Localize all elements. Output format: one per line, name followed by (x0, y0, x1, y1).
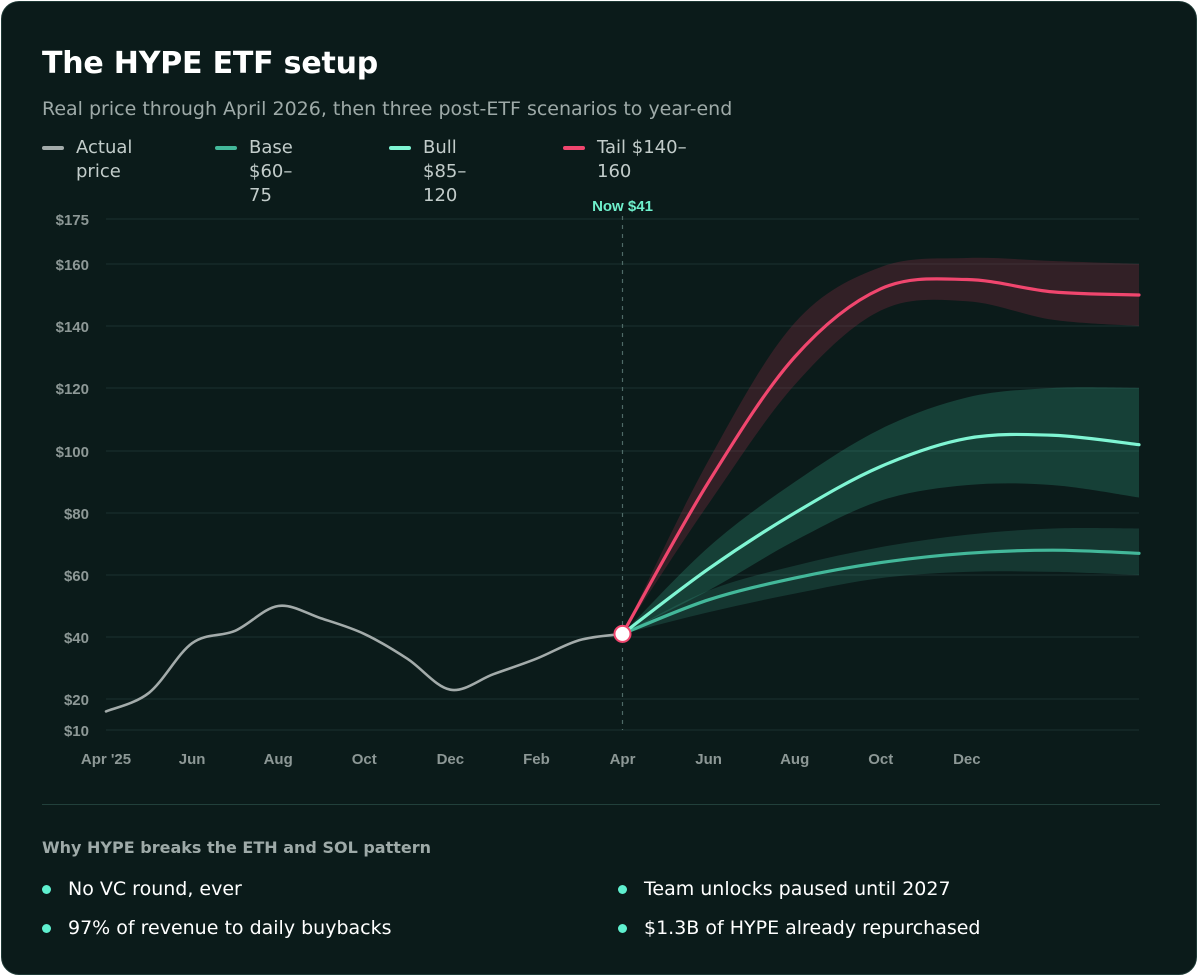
x-tick-label: Oct (352, 751, 377, 768)
legend-label-base: Base $60–75 (249, 137, 293, 206)
legend-item-base: Base $60–75 (215, 136, 293, 208)
scenario-band (622, 387, 1139, 634)
y-tick-label: $40 (64, 630, 89, 647)
legend-swatch-bull (389, 146, 411, 150)
legend-item-tail: Tail $140–160 (563, 136, 717, 184)
reason-text: Team unlocks paused until 2027 (644, 878, 951, 900)
scenario-band (622, 257, 1139, 634)
tail-line (620, 277, 1141, 636)
actual-price-line (104, 604, 624, 713)
why-title: Why HYPE breaks the ETH and SOL pattern (42, 838, 432, 857)
y-tick-label: $80 (64, 506, 89, 523)
y-tick-label: $60 (64, 568, 89, 585)
chart-title: The HYPE ETF setup (42, 46, 379, 81)
section-divider (42, 804, 1160, 805)
scenario-band (622, 528, 1139, 634)
legend-item-actual: Actual price (42, 136, 132, 184)
legend-item-bull: Bull $85–120 (389, 136, 466, 208)
x-tick-label: Jun (179, 751, 206, 768)
legend-label-actual: Actual price (76, 137, 133, 182)
y-tick-label: $100 (56, 444, 89, 461)
x-tick-label: Jun (695, 751, 722, 768)
reason-item: 97% of revenue to daily buybacks (42, 917, 392, 939)
bullet-dot-icon (618, 923, 627, 933)
base-line (620, 548, 1141, 636)
bullet-dot-icon (42, 884, 51, 894)
bullet-dot-icon (42, 923, 51, 933)
price-chart: $10 $20 $40 $60 $80 $100 $120 $140 $160 $175 Apr '… (56, 198, 1141, 768)
reason-item: $1.3B of HYPE already repurchased (618, 917, 980, 939)
y-tick-label: $140 (56, 319, 89, 336)
chart-subtitle: Real price through April 2026, then thre… (42, 98, 733, 120)
bullet-dot-icon (618, 884, 627, 894)
reason-item: No VC round, ever (42, 878, 242, 900)
x-tick-label: Dec (953, 751, 981, 768)
y-tick-label: $160 (56, 257, 89, 274)
y-tick-label: $10 (64, 723, 89, 740)
legend-swatch-actual (42, 146, 64, 150)
legend-swatch-base (215, 146, 237, 150)
y-tick-label: $20 (64, 692, 89, 709)
x-tick-label: Oct (868, 751, 893, 768)
now-marker-label: Now $41 (592, 198, 653, 215)
legend-label-tail: Tail $140–160 (597, 137, 687, 182)
grid: $10 $20 $40 $60 $80 $100 $120 $140 $160 $175 (56, 212, 1139, 740)
bull-line (620, 432, 1141, 636)
legend-swatch-tail (563, 146, 585, 150)
y-tick-label: $175 (56, 212, 89, 229)
x-tick-label: Dec (437, 751, 465, 768)
x-tick-label: Apr (610, 751, 636, 768)
x-tick-label: Apr '25 (81, 751, 131, 768)
legend-label-bull: Bull $85–120 (423, 137, 467, 206)
reason-text: 97% of revenue to daily buybacks (68, 917, 392, 939)
x-tick-label: Aug (780, 751, 809, 768)
reason-text: $1.3B of HYPE already repurchased (644, 917, 981, 939)
y-tick-label: $120 (56, 381, 89, 398)
x-tick-label: Aug (264, 751, 293, 768)
reason-text: No VC round, ever (68, 878, 242, 900)
now-point (613, 624, 632, 643)
x-tick-label: Feb (523, 751, 550, 768)
reason-item: Team unlocks paused until 2027 (618, 878, 951, 900)
